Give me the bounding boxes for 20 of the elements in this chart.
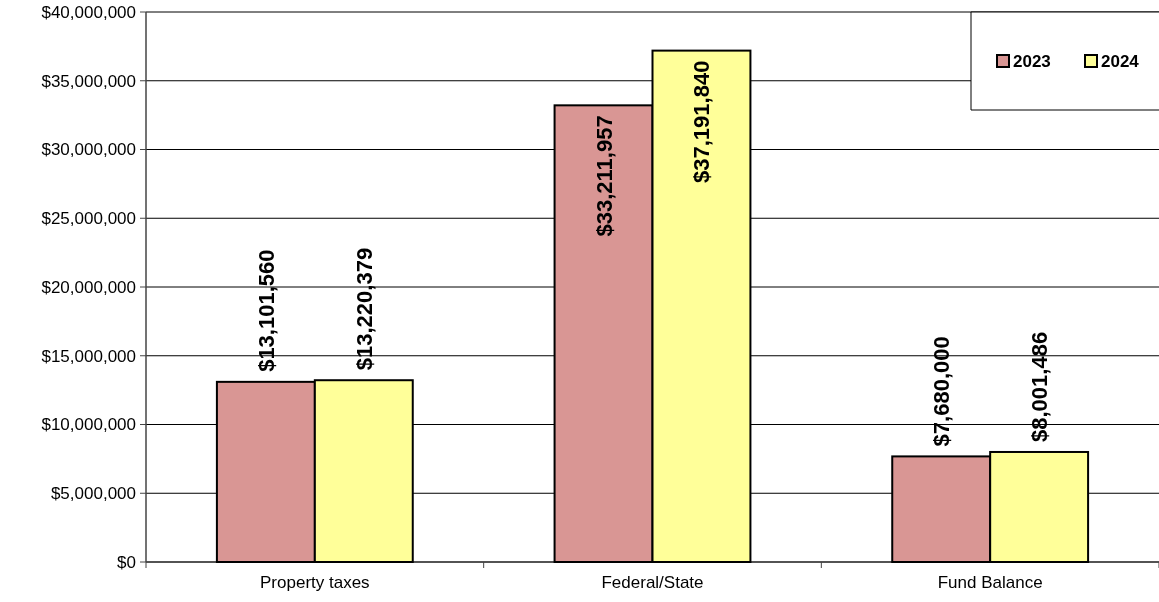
y-tick-label: $25,000,000 [41,209,136,229]
data-label: $37,191,840 [689,60,715,183]
y-tick-label: $20,000,000 [41,277,136,297]
y-tick-label: $40,000,000 [41,2,136,22]
y-tick-label: $35,000,000 [41,71,136,91]
data-label: $33,211,957 [591,115,617,237]
y-tick-label: $5,000,000 [50,484,136,504]
y-tick-label: $15,000,000 [41,346,136,366]
data-label: $8,001,486 [1027,331,1053,442]
data-label: $13,220,379 [351,247,377,371]
x-tick-label: Fund Balance [937,573,1043,592]
data-label: $13,101,560 [253,249,279,372]
legend-label: 2024 [1101,52,1140,71]
x-tick-label: Property taxes [260,573,370,592]
y-tick-label: $30,000,000 [41,140,136,160]
y-tick-label: $10,000,000 [41,415,136,435]
x-tick-label: Federal/State [601,573,704,592]
data-label: $7,680,000 [929,336,955,447]
legend-label: 2023 [1013,52,1051,71]
y-tick-label: $0 [117,552,136,572]
